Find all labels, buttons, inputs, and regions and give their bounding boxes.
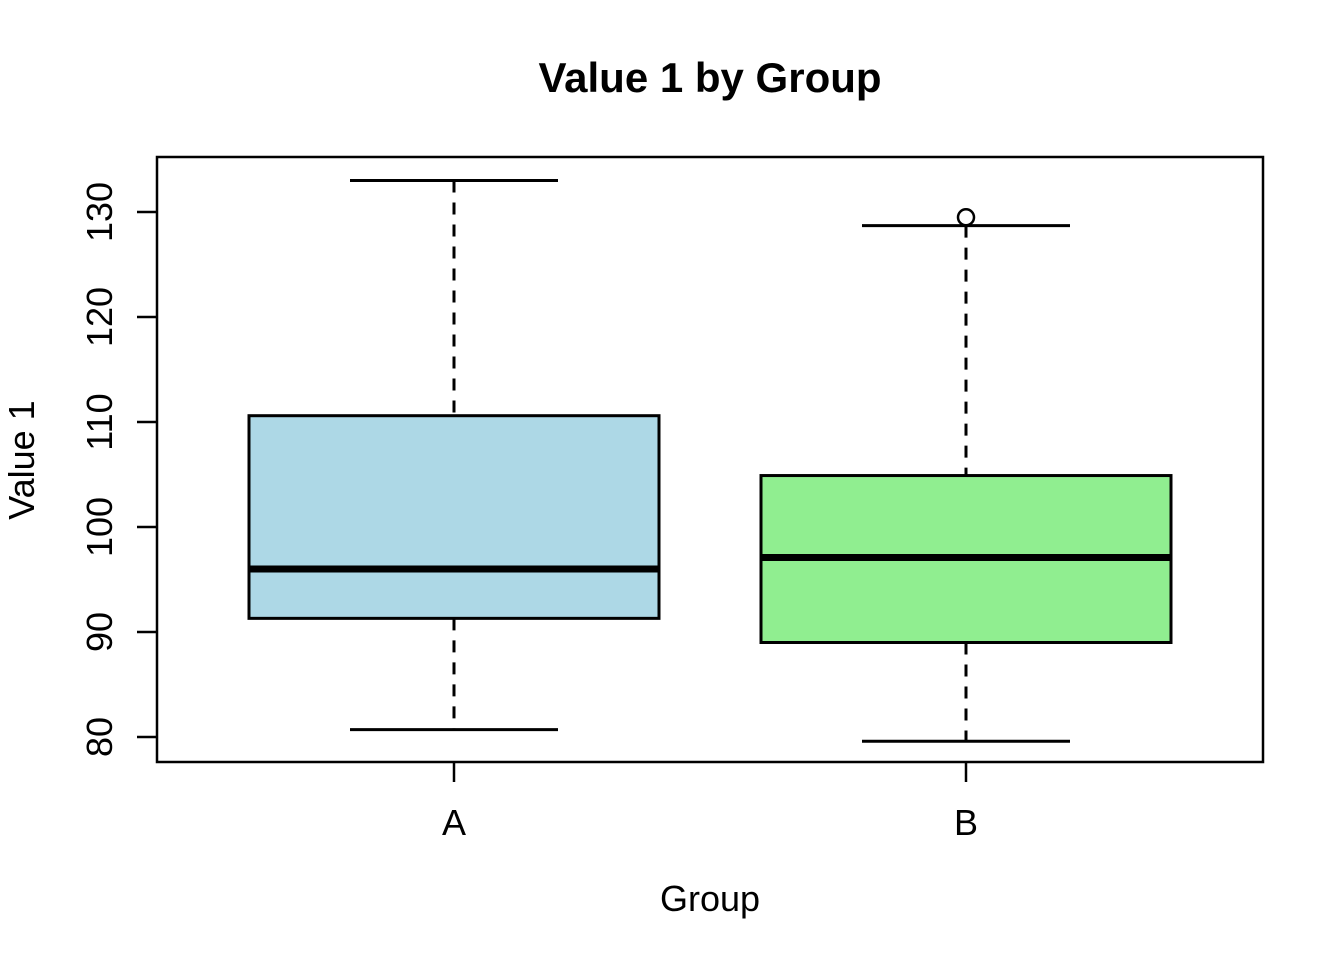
chart-title: Value 1 by Group [538,54,881,101]
y-tick-label: 130 [79,182,120,242]
x-axis-title: Group [660,878,760,919]
y-tick-label: 90 [79,612,120,652]
y-tick-label: 100 [79,497,120,557]
box-group-A [247,179,661,732]
y-tick-label: 110 [79,393,120,450]
x-tick-label: B [954,802,978,843]
box-group-B [759,208,1173,743]
x-tick-label: A [442,802,466,843]
plot-frame [155,155,1265,764]
iqr-box [247,414,661,620]
boxes-layer [247,179,1173,743]
y-tick-label: 80 [79,717,120,757]
outlier-point [956,208,976,227]
axes-layer: 80 90 100 110 120 130 A B [79,182,978,843]
y-axis-title: Value 1 [1,400,42,519]
y-tick-label: 120 [79,287,120,347]
